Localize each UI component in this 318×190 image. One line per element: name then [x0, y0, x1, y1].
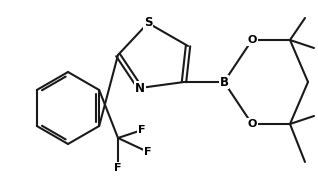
Text: O: O — [247, 35, 257, 45]
Text: N: N — [135, 82, 145, 94]
Text: F: F — [114, 163, 122, 173]
Text: B: B — [219, 75, 229, 89]
Text: F: F — [138, 125, 146, 135]
Text: S: S — [144, 17, 152, 29]
Text: O: O — [247, 119, 257, 129]
Text: F: F — [144, 147, 152, 157]
